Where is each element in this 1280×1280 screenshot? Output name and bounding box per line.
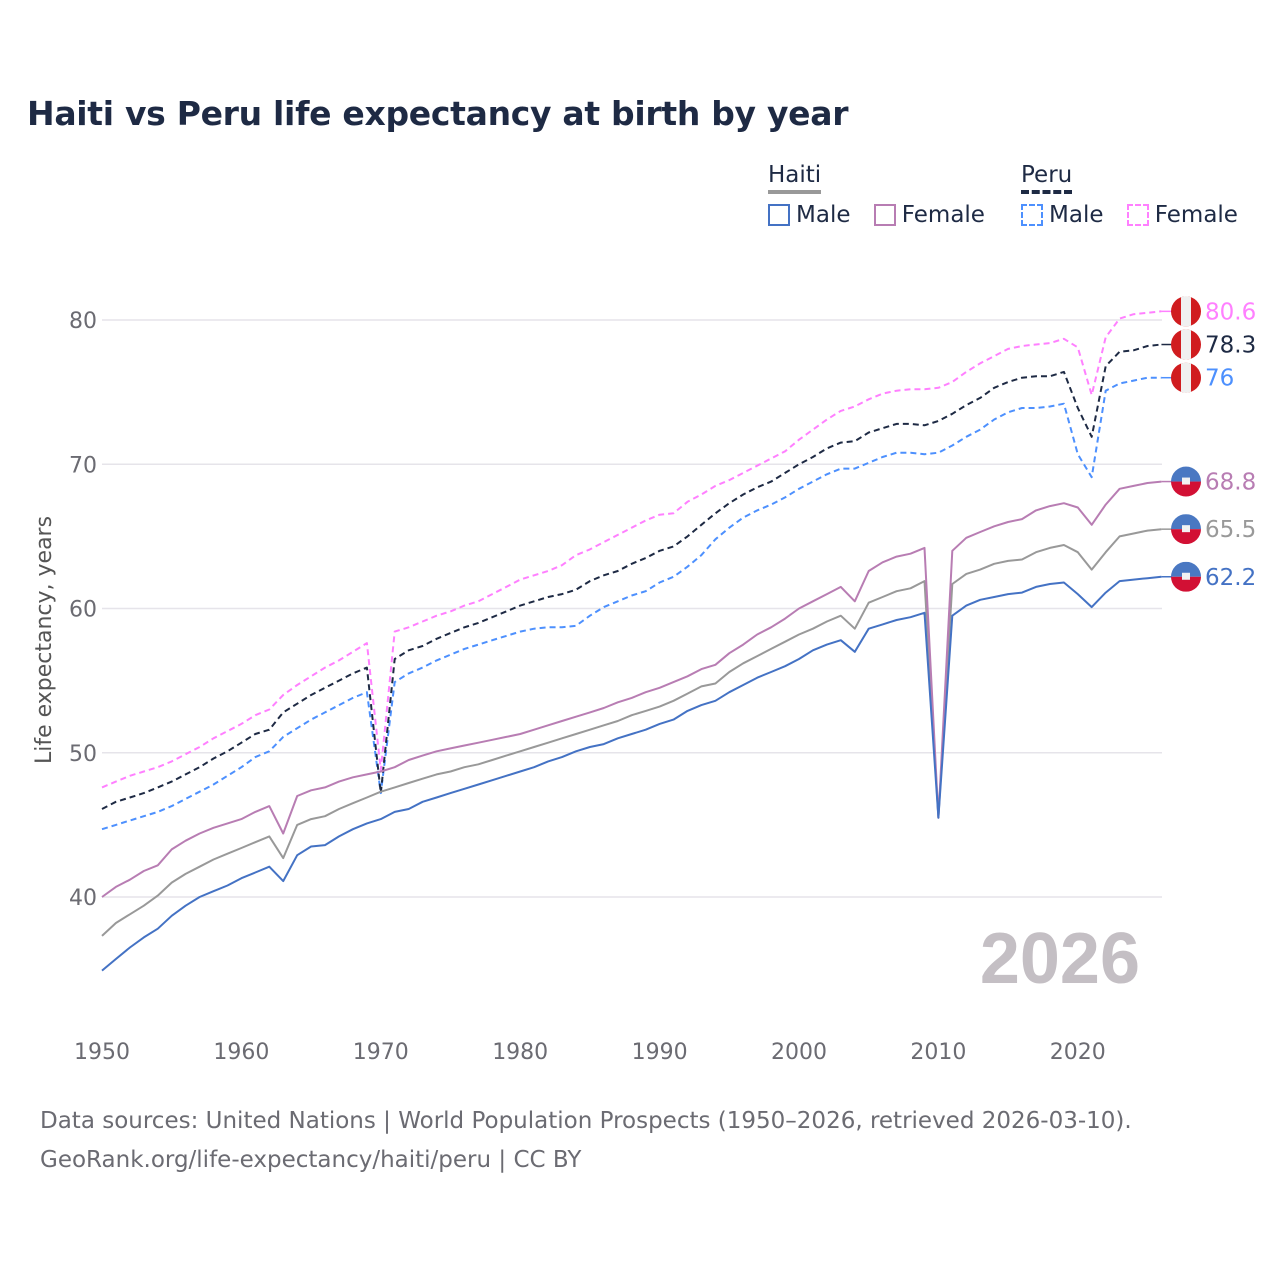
legend-item-peru-female[interactable]: Female: [1126, 202, 1238, 228]
legend-item-haiti-female[interactable]: Female: [873, 202, 985, 228]
data-source-note: Data sources: United Nations | World Pop…: [40, 1108, 1132, 1134]
end-value-label: 68.8: [1205, 470, 1256, 496]
legend-swatch: [768, 204, 790, 226]
x-tick-label: 1990: [632, 1040, 688, 1065]
end-value-label: 76: [1205, 366, 1234, 392]
flag-red: [1171, 576, 1201, 592]
flag-emblem: [1182, 525, 1190, 533]
series-line-haiti-male: [101, 575, 1162, 972]
legend-title-peru: Peru: [1021, 162, 1073, 194]
series-line-haiti: [101, 528, 1162, 937]
haiti-flag-icon: [1171, 561, 1201, 592]
y-tick-label: 80: [69, 309, 97, 334]
legend-group-haiti: Haiti Male Female: [768, 162, 1001, 232]
x-tick-label: 1980: [492, 1040, 548, 1065]
legend-item-haiti-male[interactable]: Male: [768, 202, 850, 228]
peru-flag-icon: [1171, 362, 1201, 393]
y-tick-label: 40: [69, 886, 97, 911]
legend-swatch: [1126, 204, 1149, 226]
y-tick-label: 70: [69, 453, 97, 478]
flag-emblem: [1182, 477, 1190, 485]
flag-blue: [1171, 561, 1201, 577]
x-tick-label: 2020: [1050, 1040, 1106, 1065]
legend-title-haiti: Haiti: [768, 162, 822, 194]
legend-swatch: [1021, 204, 1043, 226]
flag-white: [1181, 362, 1191, 393]
flag-body: [1171, 296, 1201, 327]
series-line-haiti-female: [101, 480, 1162, 898]
flag-blue: [1171, 466, 1201, 482]
flag-white: [1181, 296, 1191, 327]
chart-title: Haiti vs Peru life expectancy at birth b…: [27, 94, 849, 133]
flag-red: [1171, 529, 1201, 545]
flag-body: [1171, 514, 1201, 545]
y-tick-label: 50: [69, 742, 97, 767]
legend-swatch: [873, 204, 896, 226]
legend-item-peru-male[interactable]: Male: [1021, 202, 1103, 228]
series-line-peru-female: [101, 310, 1162, 789]
credit-link[interactable]: GeoRank.org/life-expectancy/haiti/peru |…: [40, 1147, 582, 1173]
series-line-peru-male: [101, 376, 1162, 831]
legend-label: Female: [901, 202, 985, 228]
x-tick-label: 2000: [771, 1040, 827, 1065]
x-tick-label: 1960: [213, 1040, 269, 1065]
y-axis-label: Life expectancy, years: [32, 516, 57, 764]
legend-label: Male: [796, 202, 851, 228]
flag-body: [1171, 466, 1201, 497]
y-tick-label: 60: [69, 598, 97, 623]
haiti-flag-icon: [1171, 514, 1201, 545]
legend-group-peru: Peru Male Female: [1021, 162, 1254, 232]
flag-red: [1171, 481, 1201, 497]
flag-white: [1181, 329, 1191, 360]
end-value-label: 78.3: [1205, 333, 1256, 359]
legend-label: Female: [1154, 202, 1238, 228]
x-tick-label: 1970: [353, 1040, 409, 1065]
flag-body: [1171, 561, 1201, 592]
flag-blue: [1171, 514, 1201, 530]
flag-emblem: [1182, 572, 1190, 580]
x-tick-label: 2010: [910, 1040, 966, 1065]
flag-body: [1171, 329, 1201, 360]
legend-label: Male: [1049, 202, 1104, 228]
year-watermark: 2026: [980, 919, 1140, 999]
peru-flag-icon: [1171, 329, 1201, 360]
end-value-label: 80.6: [1205, 299, 1256, 325]
end-value-label: 62.2: [1205, 565, 1256, 591]
peru-flag-icon: [1171, 296, 1201, 327]
flag-body: [1171, 362, 1201, 393]
end-value-label: 65.5: [1205, 517, 1256, 543]
x-tick-label: 1950: [74, 1040, 130, 1065]
haiti-flag-icon: [1171, 466, 1201, 497]
series-line-peru: [101, 343, 1162, 810]
